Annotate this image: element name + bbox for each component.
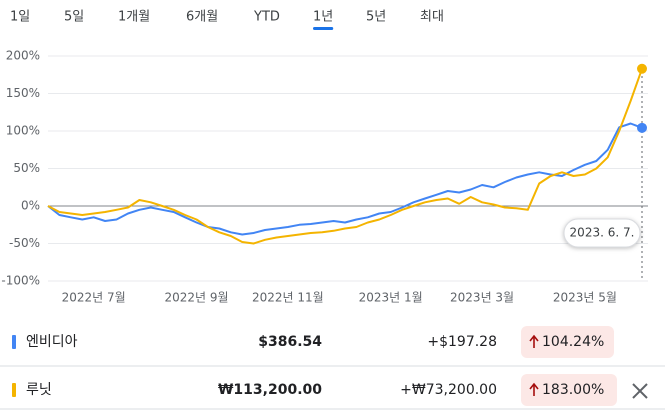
close-icon[interactable]: [632, 383, 648, 399]
x-tick-label: 2023년 5월: [553, 291, 617, 305]
price: $386.54: [258, 334, 322, 350]
y-tick-label: -50%: [9, 236, 40, 250]
tab[interactable]: 5일: [64, 10, 84, 25]
tooltip-box: [563, 218, 641, 248]
x-tick-label: 2022년 11월: [252, 291, 324, 305]
y-tick-label: 50%: [13, 161, 40, 175]
line-series: [47, 122, 643, 236]
price: ₩113,200.00: [218, 382, 322, 398]
change-percent: 104.24%: [542, 334, 604, 350]
y-tick-label: 100%: [6, 124, 40, 138]
tab[interactable]: YTD: [253, 10, 280, 25]
change: +$197.28: [427, 334, 497, 350]
x-tick-label: 2023년 1월: [359, 291, 423, 305]
end-dot: [637, 122, 647, 133]
x-tick-label: 2022년 9월: [164, 291, 228, 305]
legend-name: 루닛: [26, 382, 52, 398]
change-percent: 183.00%: [542, 382, 604, 398]
y-tick-label: 0%: [21, 199, 40, 213]
change: +₩73,200.00: [400, 382, 497, 398]
arrow-icon: [529, 334, 539, 348]
line-series: [47, 68, 643, 245]
tab[interactable]: 1일: [10, 10, 30, 25]
legend-swatch: [12, 335, 16, 349]
tab[interactable]: 1년: [313, 10, 333, 25]
change-badge: [521, 374, 617, 406]
legend-name: 엔비디아: [26, 334, 78, 350]
tooltip-text: 2023. 6. 7.: [570, 226, 635, 240]
x-tick-label: 2022년 7월: [62, 291, 126, 305]
y-tick-label: 150%: [6, 86, 40, 100]
tab[interactable]: 최대: [420, 10, 444, 25]
tab[interactable]: 1개월: [118, 10, 150, 25]
arrow-icon: [529, 382, 539, 396]
y-tick-label: 200%: [6, 49, 40, 63]
change-badge: [521, 326, 614, 358]
x-tick-label: 2023년 3월: [450, 291, 514, 305]
legend-swatch: [12, 383, 16, 397]
tab[interactable]: 6개월: [186, 10, 218, 25]
tab-underline: [313, 27, 334, 30]
tab[interactable]: 5년: [366, 10, 386, 25]
end-dot: [637, 63, 647, 74]
y-tick-label: -100%: [1, 274, 40, 288]
